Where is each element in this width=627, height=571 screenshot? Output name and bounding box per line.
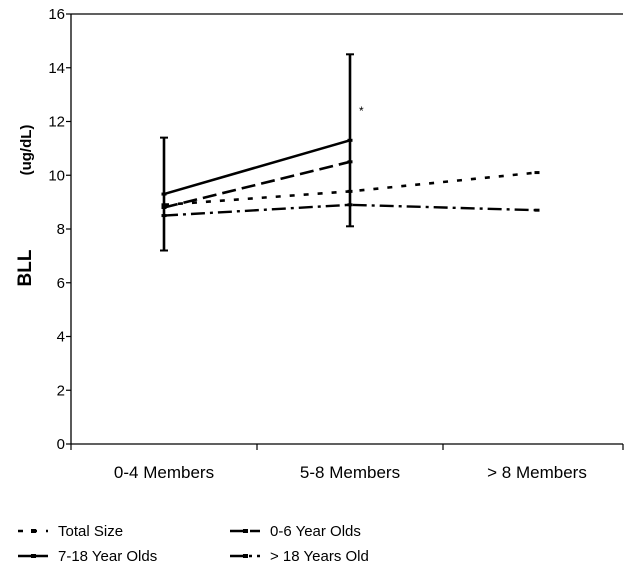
y-tick-label: 16 <box>48 6 65 23</box>
annotation: * <box>359 104 364 118</box>
y-tick-label: 0 <box>57 436 65 453</box>
series-lines <box>161 138 540 218</box>
annotations: * <box>359 104 364 118</box>
error-bars <box>160 53 354 252</box>
data-point <box>347 138 353 142</box>
data-point <box>161 203 167 207</box>
data-point <box>161 214 167 218</box>
legend-marker <box>243 529 248 533</box>
data-point <box>161 192 167 196</box>
data-point <box>534 208 540 212</box>
x-category-labels: 0-4 Members 5-8 Members > 8 Members <box>114 463 587 482</box>
data-point <box>347 203 353 207</box>
legend-label: 0-6 Year Olds <box>270 523 361 540</box>
x-category-label: > 8 Members <box>487 463 587 482</box>
y-tick-label: 10 <box>48 167 65 184</box>
y-tick-label: 4 <box>57 329 65 346</box>
legend-label: Total Size <box>58 523 123 540</box>
data-point <box>347 160 353 164</box>
series-line <box>163 203 538 217</box>
y-tick-label: 2 <box>57 382 65 399</box>
axes <box>70 13 624 450</box>
series-line <box>163 139 351 196</box>
x-category-label: 5-8 Members <box>300 463 400 482</box>
legend-marker <box>243 554 248 558</box>
y-tick-label: 6 <box>57 275 65 292</box>
y-axis-unit-label: (ug/dL) <box>18 125 35 176</box>
legend-marker <box>31 529 36 533</box>
y-tick-label: 14 <box>48 60 65 77</box>
legend-marker <box>31 554 36 558</box>
y-tick-label: 8 <box>57 221 65 238</box>
x-category-label: 0-4 Members <box>114 463 214 482</box>
series-line <box>163 160 351 209</box>
legend-label: > 18 Years Old <box>270 548 369 565</box>
legend-label: 7-18 Year Olds <box>58 548 157 565</box>
legend: Total Size 0-6 Year Olds 7-18 Year Olds > 1… <box>18 523 369 565</box>
data-point <box>347 189 353 193</box>
data-point <box>161 206 167 209</box>
y-ticks: 0 2 4 6 8 10 12 14 16 <box>48 6 71 453</box>
y-axis-label: BLL <box>15 249 36 286</box>
y-tick-label: 12 <box>48 114 65 131</box>
data-point <box>534 171 540 175</box>
